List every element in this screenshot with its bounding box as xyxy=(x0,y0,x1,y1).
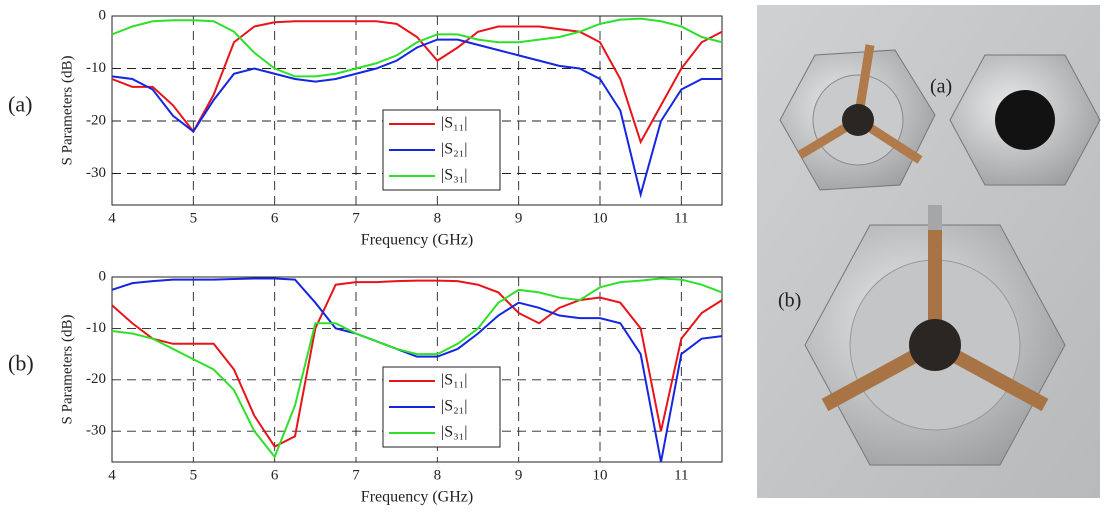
series-line xyxy=(111,17,723,78)
x-tick-label: 8 xyxy=(434,467,442,483)
ferrite-b xyxy=(909,319,961,371)
series-line xyxy=(111,279,723,448)
series-line xyxy=(111,277,723,459)
panel-label: (a) xyxy=(8,92,32,117)
y-tick-label: -10 xyxy=(86,60,106,76)
series-line xyxy=(111,277,723,463)
x-tick-label: 8 xyxy=(434,210,442,226)
ferrite-a xyxy=(842,104,874,136)
x-tick-label: 6 xyxy=(271,467,279,483)
x-tick-label: 4 xyxy=(108,210,116,226)
x-axis-label: Frequency (GHz) xyxy=(361,489,473,506)
chart: 0 -10 -20 -30 4 5 6 7 8 9 10 11 Frequency (GHz) S Par… xyxy=(8,268,723,506)
x-tick-label: 9 xyxy=(515,467,523,483)
x-tick-label: 7 xyxy=(352,210,360,226)
panel-label: (b) xyxy=(8,351,34,376)
y-tick-label: 0 xyxy=(99,268,107,284)
legend-label: |S₁₁| xyxy=(441,372,467,389)
photo: (a) (b) xyxy=(757,5,1101,498)
y-tick-label: -30 xyxy=(86,165,106,181)
legend-label: |S₁₁| xyxy=(441,115,467,132)
x-tick-label: 11 xyxy=(674,210,688,226)
y-axis-label: S Parameters (dB) xyxy=(59,315,75,425)
x-axis-label: Frequency (GHz) xyxy=(361,232,473,249)
legend-label: |S₂₁| xyxy=(441,398,467,415)
y-axis-label: S Parameters (dB) xyxy=(59,56,75,166)
y-tick-label: -10 xyxy=(86,320,106,336)
lid-ferrite xyxy=(995,90,1055,150)
x-tick-label: 4 xyxy=(108,467,116,483)
y-tick-label: -30 xyxy=(86,423,106,439)
photo-label: (b) xyxy=(778,290,801,312)
x-tick-label: 6 xyxy=(271,210,279,226)
y-tick-label: 0 xyxy=(99,7,107,23)
legend-label: |S₃₁| xyxy=(441,424,467,441)
legend-label: |S₃₁| xyxy=(441,167,467,184)
x-tick-label: 9 xyxy=(515,210,523,226)
series-line xyxy=(111,38,722,199)
x-tick-label: 10 xyxy=(593,210,608,226)
x-tick-label: 11 xyxy=(674,467,688,483)
x-tick-label: 10 xyxy=(593,467,608,483)
x-tick-label: 5 xyxy=(190,467,198,483)
legend-label: |S₂₁| xyxy=(441,141,467,158)
connector xyxy=(928,205,942,230)
series-line xyxy=(111,20,723,145)
y-tick-label: -20 xyxy=(86,112,106,128)
y-tick-label: -20 xyxy=(86,371,106,387)
chart: 0 -10 -20 -30 4 5 6 7 8 9 10 11 Frequency (GHz) S Par… xyxy=(8,7,723,249)
photo-label: (a) xyxy=(930,76,952,98)
x-tick-label: 5 xyxy=(190,210,198,226)
x-tick-label: 7 xyxy=(352,467,360,483)
